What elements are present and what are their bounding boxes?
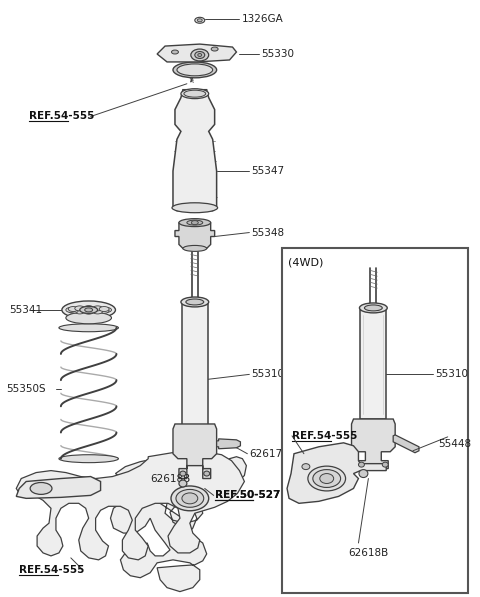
Text: REF.54-555: REF.54-555 bbox=[29, 112, 95, 122]
Ellipse shape bbox=[191, 49, 209, 61]
Ellipse shape bbox=[186, 299, 204, 305]
Ellipse shape bbox=[84, 308, 93, 312]
Ellipse shape bbox=[59, 324, 119, 332]
Ellipse shape bbox=[30, 482, 52, 494]
Text: 62617B: 62617B bbox=[249, 449, 289, 458]
Ellipse shape bbox=[99, 308, 109, 313]
Ellipse shape bbox=[93, 309, 103, 314]
Ellipse shape bbox=[99, 306, 109, 312]
Ellipse shape bbox=[176, 490, 204, 507]
Ellipse shape bbox=[84, 306, 94, 310]
Ellipse shape bbox=[183, 245, 207, 251]
Ellipse shape bbox=[308, 466, 346, 491]
Polygon shape bbox=[175, 223, 215, 248]
Ellipse shape bbox=[195, 51, 205, 59]
Text: 55350S: 55350S bbox=[6, 384, 46, 394]
Ellipse shape bbox=[177, 64, 213, 76]
Ellipse shape bbox=[313, 470, 341, 488]
Polygon shape bbox=[182, 304, 208, 429]
Text: 55448: 55448 bbox=[438, 439, 471, 449]
Ellipse shape bbox=[173, 62, 216, 78]
Ellipse shape bbox=[320, 473, 334, 484]
Ellipse shape bbox=[172, 203, 217, 213]
Ellipse shape bbox=[59, 455, 119, 463]
Text: REF.54-555: REF.54-555 bbox=[19, 565, 84, 575]
Ellipse shape bbox=[197, 19, 202, 21]
Ellipse shape bbox=[68, 306, 78, 312]
Polygon shape bbox=[157, 44, 237, 62]
Ellipse shape bbox=[360, 303, 387, 313]
Text: REF.50-527: REF.50-527 bbox=[215, 490, 280, 500]
Ellipse shape bbox=[75, 306, 84, 311]
Ellipse shape bbox=[80, 306, 97, 313]
Bar bbox=[282, 248, 468, 593]
Text: 55341: 55341 bbox=[9, 305, 42, 315]
Polygon shape bbox=[173, 424, 216, 479]
Ellipse shape bbox=[171, 50, 179, 54]
Ellipse shape bbox=[66, 307, 76, 312]
Ellipse shape bbox=[192, 221, 198, 224]
Ellipse shape bbox=[359, 470, 368, 478]
Ellipse shape bbox=[62, 301, 116, 319]
Ellipse shape bbox=[204, 471, 210, 476]
Ellipse shape bbox=[198, 54, 202, 57]
Ellipse shape bbox=[66, 312, 111, 324]
Ellipse shape bbox=[68, 308, 78, 313]
Polygon shape bbox=[393, 435, 419, 453]
Ellipse shape bbox=[171, 486, 209, 511]
Ellipse shape bbox=[187, 220, 203, 225]
Ellipse shape bbox=[184, 90, 206, 97]
Ellipse shape bbox=[102, 307, 111, 312]
Ellipse shape bbox=[84, 309, 94, 314]
Ellipse shape bbox=[93, 306, 103, 311]
Ellipse shape bbox=[302, 464, 310, 470]
Ellipse shape bbox=[179, 219, 211, 227]
Polygon shape bbox=[216, 439, 240, 449]
Ellipse shape bbox=[382, 462, 388, 467]
Text: REF.50-527: REF.50-527 bbox=[215, 490, 280, 500]
Text: (4WD): (4WD) bbox=[288, 257, 324, 267]
Ellipse shape bbox=[179, 480, 187, 487]
Ellipse shape bbox=[180, 471, 186, 476]
Text: REF.54-555: REF.54-555 bbox=[292, 431, 358, 441]
Text: 55310: 55310 bbox=[252, 370, 284, 379]
Ellipse shape bbox=[181, 297, 209, 307]
Polygon shape bbox=[16, 452, 244, 560]
Text: 55348: 55348 bbox=[252, 227, 285, 238]
Ellipse shape bbox=[75, 309, 84, 314]
Polygon shape bbox=[351, 419, 395, 469]
Ellipse shape bbox=[364, 305, 382, 311]
Text: 62618B: 62618B bbox=[150, 473, 191, 484]
Polygon shape bbox=[16, 476, 101, 498]
Text: 1326GA: 1326GA bbox=[241, 14, 283, 24]
Ellipse shape bbox=[181, 89, 209, 99]
Ellipse shape bbox=[195, 17, 205, 23]
Text: 62618B: 62618B bbox=[348, 548, 389, 558]
Polygon shape bbox=[360, 310, 386, 419]
Ellipse shape bbox=[182, 493, 198, 504]
Text: 55330: 55330 bbox=[261, 49, 294, 59]
Text: 55347: 55347 bbox=[252, 166, 285, 176]
Ellipse shape bbox=[359, 462, 364, 467]
Ellipse shape bbox=[211, 47, 218, 51]
Polygon shape bbox=[110, 457, 246, 592]
Polygon shape bbox=[287, 443, 386, 503]
Text: 55310: 55310 bbox=[435, 370, 468, 379]
Polygon shape bbox=[173, 90, 216, 211]
